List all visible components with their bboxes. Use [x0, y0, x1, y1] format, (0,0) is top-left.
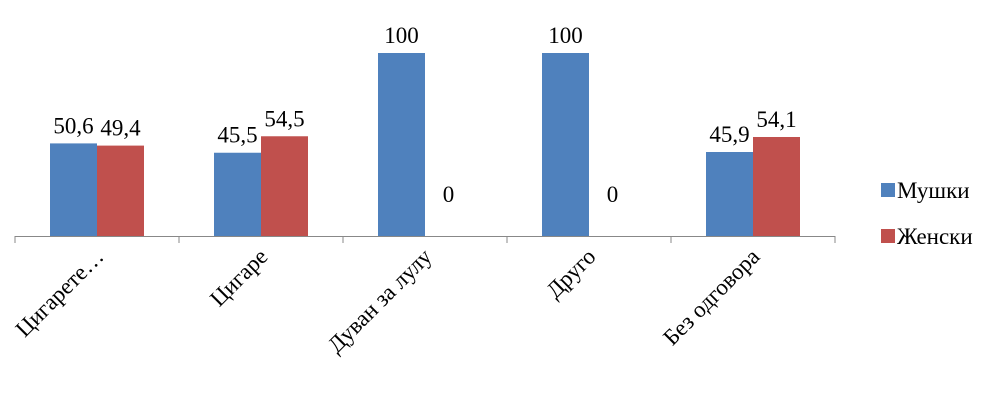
legend-label-female: Женски [897, 224, 973, 249]
legend-swatch-male [881, 183, 895, 197]
legend-label-male: Мушки [897, 178, 970, 203]
category-label-4: Друго [541, 244, 600, 303]
category-label-2: Цигаре [205, 244, 272, 311]
bar-female-1 [97, 145, 144, 236]
value-label-female-2: 54,5 [264, 106, 304, 131]
value-label-female-5: 54,1 [756, 107, 796, 132]
bar-male-1 [50, 143, 97, 236]
category-label-5: Без одговора [658, 244, 764, 350]
bars-group [50, 53, 800, 236]
bar-male-3 [378, 53, 425, 236]
bar-male-5 [706, 152, 753, 236]
value-labels-group: 50,6 49,4 45,5 54,5 100 0 100 0 45,9 54,1 [53, 23, 796, 207]
value-label-female-1: 49,4 [100, 116, 141, 141]
value-label-male-5: 45,9 [709, 122, 749, 147]
value-label-male-3: 100 [384, 23, 419, 48]
value-label-male-4: 100 [548, 23, 583, 48]
category-label-1: Цигарете… [11, 244, 109, 342]
category-label-3: Дуван за лулу [323, 244, 437, 358]
value-label-female-3: 0 [443, 182, 455, 207]
bar-male-4 [542, 53, 589, 236]
legend-swatch-female [881, 229, 895, 243]
value-label-female-4: 0 [607, 182, 619, 207]
bar-female-5 [753, 136, 800, 236]
x-axis-ticks [14, 236, 836, 243]
value-label-male-2: 45,5 [217, 123, 257, 148]
bar-male-2 [214, 152, 261, 236]
category-labels-group: Цигарете… Цигаре Дуван за лулу Друго Без одг… [11, 244, 765, 358]
bar-female-2 [261, 136, 308, 236]
value-label-male-1: 50,6 [53, 113, 93, 138]
legend: Мушки Женски [881, 178, 973, 249]
